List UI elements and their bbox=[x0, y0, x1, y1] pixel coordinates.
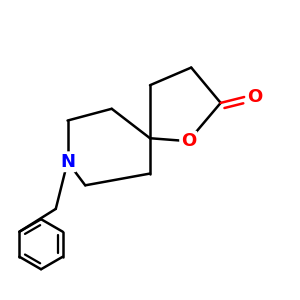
Text: O: O bbox=[247, 88, 262, 106]
Text: O: O bbox=[181, 132, 196, 150]
Text: N: N bbox=[60, 153, 75, 171]
